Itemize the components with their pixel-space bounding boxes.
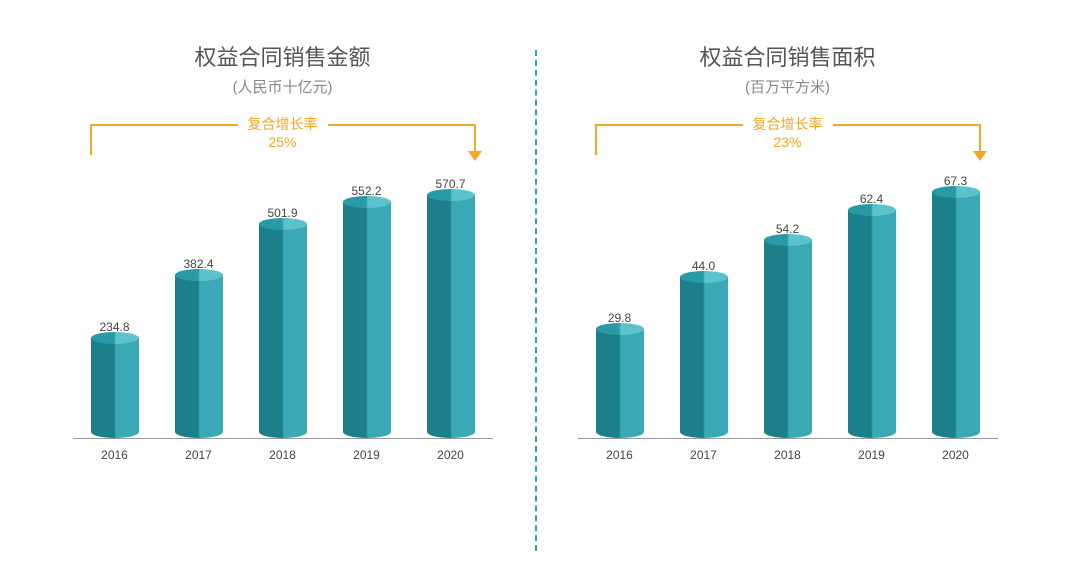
left-x-labels: 2016 2017 2018 2019 2020 (73, 443, 493, 467)
bar-slot: 29.8 (591, 311, 649, 438)
bar (175, 275, 223, 438)
right-title: 权益合同销售面积 (699, 40, 875, 72)
left-growth-value: 25% (268, 134, 296, 150)
bar (427, 195, 475, 438)
bar-slot: 62.4 (843, 192, 901, 438)
x-axis-label: 2020 (927, 448, 985, 462)
bar (259, 224, 307, 438)
x-axis-label: 2018 (254, 448, 312, 462)
x-axis-label: 2020 (422, 448, 480, 462)
bar (932, 192, 980, 438)
right-growth-indicator: 复合增长率 23% (578, 115, 998, 171)
bar (596, 329, 644, 438)
left-subtitle: (人民币十亿元) (233, 76, 333, 97)
right-subtitle: (百万平方米) (745, 76, 830, 97)
right-growth-label: 复合增长率 23% (743, 115, 833, 151)
left-panel: 权益合同销售金额 (人民币十亿元) 复合增长率 25% 234.8 382.4 50… (30, 40, 535, 551)
left-title: 权益合同销售金额 (194, 40, 370, 72)
right-x-labels: 2016 2017 2018 2019 2020 (578, 443, 998, 467)
x-axis-label: 2017 (675, 448, 733, 462)
bar-slot: 54.2 (759, 222, 817, 438)
x-axis-label: 2017 (170, 448, 228, 462)
right-panel: 权益合同销售面积 (百万平方米) 复合增长率 23% 29.8 44.0 54.2 6… (535, 40, 1040, 551)
bar (680, 277, 728, 438)
right-growth-value: 23% (773, 134, 801, 150)
panel-divider (535, 50, 537, 551)
x-axis-label: 2019 (843, 448, 901, 462)
bar-slot: 382.4 (170, 257, 228, 438)
bar-slot: 570.7 (422, 177, 480, 438)
left-growth-indicator: 复合增长率 25% (73, 115, 493, 171)
bar-slot: 44.0 (675, 259, 733, 438)
bar-slot: 234.8 (86, 320, 144, 438)
bar-slot: 67.3 (927, 174, 985, 438)
bar-slot: 552.2 (338, 184, 396, 438)
growth-label-text: 复合增长率 (753, 116, 823, 132)
left-bars-row: 234.8 382.4 501.9 552.2 570.7 (73, 177, 493, 439)
x-axis-label: 2018 (759, 448, 817, 462)
right-chart-area: 29.8 44.0 54.2 62.4 67.3 2016 2017 2018 2019 202… (578, 177, 998, 467)
growth-label-text: 复合增长率 (248, 116, 318, 132)
x-axis-label: 2016 (86, 448, 144, 462)
bar-slot: 501.9 (254, 206, 312, 438)
x-axis-label: 2016 (591, 448, 649, 462)
x-axis-label: 2019 (338, 448, 396, 462)
bar (343, 202, 391, 438)
bar (848, 210, 896, 438)
bar (91, 338, 139, 438)
bar (764, 240, 812, 438)
left-chart-area: 234.8382.4501.9552.2570.7 20162017201820… (73, 177, 493, 467)
right-bars-row: 29.8 44.0 54.2 62.4 67.3 (578, 177, 998, 439)
left-growth-label: 复合增长率 25% (238, 115, 328, 151)
